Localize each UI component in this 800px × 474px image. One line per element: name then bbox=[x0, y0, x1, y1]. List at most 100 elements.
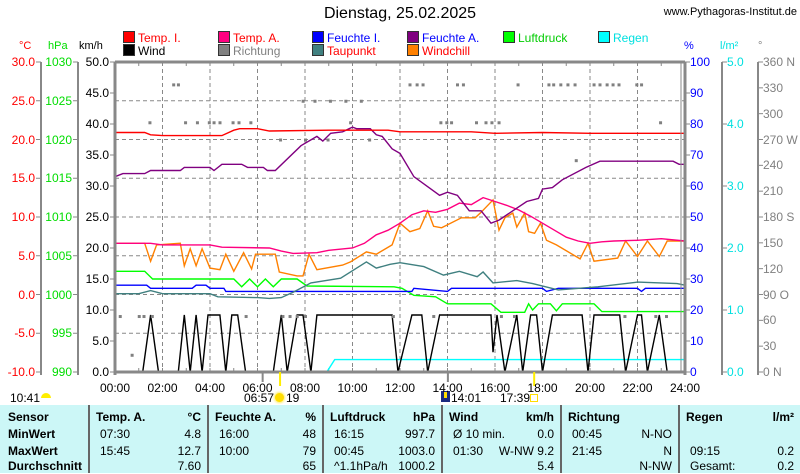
cell-value: 79 bbox=[302, 444, 316, 458]
cell-value: N bbox=[663, 444, 672, 458]
tick-label-hpa: 1020 bbox=[45, 132, 72, 147]
tick-label-rain: 0.0 bbox=[727, 365, 744, 379]
tick-label-rain: 1.0 bbox=[727, 303, 744, 317]
tick-label-hpa: 1015 bbox=[45, 171, 72, 186]
x-tick-label: 00:00 bbox=[99, 381, 131, 395]
direction-point bbox=[497, 121, 501, 125]
cell-time: 00:45 bbox=[334, 444, 365, 458]
cell-time: 01:30 bbox=[453, 444, 484, 458]
tick-label-kmh: 25.0 bbox=[85, 210, 109, 224]
cell-value: 1003.0 bbox=[398, 444, 435, 458]
column-unit: % bbox=[305, 410, 316, 424]
direction-point bbox=[142, 315, 146, 319]
legend-item: Wind bbox=[123, 44, 165, 58]
direction-point bbox=[304, 315, 307, 319]
tick-label-celsius: 30.0 bbox=[11, 55, 35, 69]
cell-value: 997.7 bbox=[404, 427, 435, 441]
column-header: Temp. A. bbox=[96, 410, 146, 424]
table-column-sensor: Sensor MinWert MaxWert Durchschnitt bbox=[0, 405, 88, 473]
site-link[interactable]: www.Pythagoras-Institut.de bbox=[663, 6, 797, 18]
cell-value: 0.2 bbox=[777, 459, 794, 473]
direction-point bbox=[288, 315, 292, 319]
table-column: Luftdruck hPa 16:15 997.7 00:45 1003.0 ^1.1hPa… bbox=[322, 405, 441, 473]
moon-phase-icon bbox=[441, 391, 450, 402]
tick-label-celsius: 5.0 bbox=[18, 248, 35, 263]
legend-swatch bbox=[598, 31, 610, 43]
tick-label-rain: 3.0 bbox=[727, 179, 744, 193]
tick-label-degrees: 270 W bbox=[763, 132, 798, 147]
tick-label-celsius: -10.0 bbox=[7, 365, 35, 379]
table-column: Temp. A. °C 07:30 4.8 15:45 12.7 7.60 bbox=[88, 405, 207, 473]
tick-label-hpa: 995 bbox=[51, 326, 72, 341]
legend-item: Regen bbox=[598, 31, 648, 45]
cell-value: 0.0 bbox=[537, 427, 554, 441]
cell-value: 48 bbox=[302, 427, 316, 441]
tick-label-degrees: 90 O bbox=[763, 287, 790, 302]
tick-label-percent: 50 bbox=[690, 210, 704, 224]
direction-point bbox=[195, 121, 199, 125]
axis-unit-kmh: km/h bbox=[79, 40, 103, 52]
direction-point bbox=[368, 138, 372, 142]
axis-unit-celsius: °C bbox=[19, 40, 32, 52]
column-unit: km/h bbox=[525, 410, 554, 424]
direction-point bbox=[617, 83, 621, 87]
column-unit: l/m² bbox=[772, 410, 794, 424]
legend-label: Wind bbox=[138, 44, 166, 58]
tick-label-rain: 2.0 bbox=[727, 241, 744, 255]
direction-point bbox=[249, 121, 253, 125]
series-line-luftdruck bbox=[115, 270, 685, 313]
cell-value: 65 bbox=[302, 459, 316, 473]
tick-label-percent: 20 bbox=[690, 303, 704, 317]
direction-point bbox=[150, 315, 154, 319]
direction-point bbox=[566, 83, 570, 87]
cell-time: 07:30 bbox=[100, 427, 131, 441]
tick-label-hpa: 1000 bbox=[45, 287, 72, 302]
x-tick-label: 18:00 bbox=[527, 381, 558, 395]
axis-unit-percent: % bbox=[684, 40, 694, 52]
legend-item: Feuchte I. bbox=[312, 31, 380, 45]
x-tick-label: 14:00 bbox=[432, 381, 463, 395]
legend-swatch bbox=[503, 31, 515, 43]
direction-point bbox=[654, 315, 658, 319]
cell-time: 15:45 bbox=[100, 444, 131, 458]
table-column: Regen l/m² 09:15 0.2 Gesamt: 0.2 bbox=[678, 405, 800, 473]
legend-swatch bbox=[407, 44, 419, 56]
direction-point bbox=[623, 315, 627, 319]
tick-label-degrees: 210 bbox=[763, 184, 784, 199]
direction-point bbox=[547, 83, 551, 87]
cell-value: N-NO bbox=[641, 427, 672, 441]
direction-point bbox=[574, 159, 578, 163]
column-unit: °C bbox=[187, 410, 201, 424]
cell-time: 16:15 bbox=[334, 427, 365, 441]
column-header: Wind bbox=[449, 410, 479, 424]
row-label: Durchschnitt bbox=[8, 459, 83, 473]
legend-swatch bbox=[407, 31, 419, 43]
x-tick-label: 08:00 bbox=[289, 381, 321, 395]
direction-point bbox=[665, 315, 668, 319]
direction-point bbox=[176, 83, 180, 87]
tick-label-degrees: 240 bbox=[763, 158, 784, 173]
cell-time: Ø 10 min. bbox=[453, 427, 506, 441]
legend-label: Windchill bbox=[422, 44, 471, 58]
legend-swatch bbox=[312, 44, 324, 56]
direction-point bbox=[218, 121, 222, 125]
direction-point bbox=[349, 121, 353, 125]
tick-label-percent: 10 bbox=[690, 334, 704, 348]
legend-label: Feuchte A. bbox=[422, 31, 480, 45]
direction-point bbox=[391, 315, 395, 319]
direction-point bbox=[295, 315, 299, 319]
sun-icon bbox=[275, 393, 284, 402]
direction-point bbox=[344, 99, 348, 103]
direction-point bbox=[184, 121, 188, 125]
cell-time: 00:45 bbox=[572, 427, 603, 441]
direction-point bbox=[573, 83, 577, 87]
legend-swatch bbox=[123, 31, 135, 43]
row-label: MaxWert bbox=[8, 444, 58, 458]
legend-item: Windchill bbox=[407, 44, 470, 58]
legend-label: Temp. I. bbox=[138, 31, 181, 45]
legend-label: Richtung bbox=[233, 44, 281, 58]
x-tick-label: 20:00 bbox=[574, 381, 606, 395]
x-tick-label: 06:00 bbox=[242, 381, 273, 395]
direction-point bbox=[281, 315, 285, 319]
cell-value: 5.4 bbox=[537, 459, 554, 473]
